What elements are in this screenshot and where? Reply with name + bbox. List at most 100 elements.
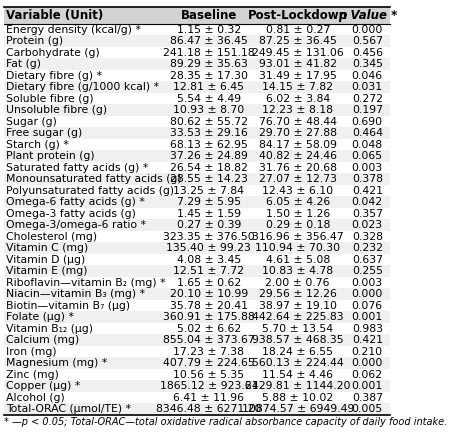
Text: 360.91 ± 175.88: 360.91 ± 175.88 [163, 312, 255, 322]
Text: Polyunsaturated fatty acids (g): Polyunsaturated fatty acids (g) [6, 186, 174, 196]
Text: Biotin—vitamin B₇ (μg): Biotin—vitamin B₇ (μg) [6, 300, 130, 311]
Text: 10.83 ± 4.78: 10.83 ± 4.78 [262, 266, 333, 276]
Text: 28.35 ± 17.30: 28.35 ± 17.30 [170, 71, 248, 80]
Bar [4, 334, 391, 346]
Text: 80.62 ± 55.72: 80.62 ± 55.72 [170, 117, 248, 127]
Text: 29.70 ± 27.88: 29.70 ± 27.88 [259, 128, 337, 138]
Text: 5.88 ± 10.02: 5.88 ± 10.02 [262, 392, 333, 403]
Text: 0.29 ± 0.18: 0.29 ± 0.18 [265, 220, 330, 230]
Text: 13.25 ± 7.84: 13.25 ± 7.84 [173, 186, 244, 196]
Text: 68.13 ± 62.95: 68.13 ± 62.95 [170, 139, 248, 150]
Text: 0.000: 0.000 [352, 289, 383, 299]
Text: Carbohydrate (g): Carbohydrate (g) [6, 48, 100, 58]
Text: Vitamin E (mg): Vitamin E (mg) [6, 266, 87, 276]
Bar [4, 288, 391, 300]
Text: Energy density (kcal/g) *: Energy density (kcal/g) * [6, 25, 141, 35]
Text: 4.08 ± 3.45: 4.08 ± 3.45 [177, 255, 241, 265]
Text: Cholesterol (mg): Cholesterol (mg) [6, 232, 97, 242]
Text: 29.56 ± 12.26: 29.56 ± 12.26 [259, 289, 337, 299]
Text: 93.01 ± 41.82: 93.01 ± 41.82 [259, 59, 337, 69]
Text: 33.53 ± 29.16: 33.53 ± 29.16 [170, 128, 248, 138]
Text: 6.41 ± 11.96: 6.41 ± 11.96 [173, 392, 244, 403]
Text: 0.357: 0.357 [352, 209, 383, 219]
Text: Magnesium (mg) *: Magnesium (mg) * [6, 358, 107, 368]
Text: 6.02 ± 3.84: 6.02 ± 3.84 [265, 94, 330, 104]
Text: 442.64 ± 225.83: 442.64 ± 225.83 [252, 312, 344, 322]
Text: 18.24 ± 6.55: 18.24 ± 6.55 [262, 346, 333, 357]
Text: Copper (μg) *: Copper (μg) * [6, 381, 80, 391]
Text: 0.000: 0.000 [352, 358, 383, 368]
Text: 0.048: 0.048 [352, 139, 383, 150]
Text: Sugar (g): Sugar (g) [6, 117, 57, 127]
Text: Total-ORAC (μmol/TE) *: Total-ORAC (μmol/TE) * [6, 404, 131, 414]
Text: 12.23 ± 8.18: 12.23 ± 8.18 [262, 105, 333, 115]
Text: 0.023: 0.023 [352, 220, 383, 230]
Text: 10874.57 ± 6949.49: 10874.57 ± 6949.49 [242, 404, 354, 414]
Text: Omega-6 fatty acids (g) *: Omega-6 fatty acids (g) * [6, 197, 145, 207]
Bar [4, 392, 391, 403]
Text: Iron (mg): Iron (mg) [6, 346, 56, 357]
Text: 5.02 ± 6.62: 5.02 ± 6.62 [177, 324, 241, 333]
Text: 7.29 ± 5.95: 7.29 ± 5.95 [177, 197, 241, 207]
Text: 2429.81 ± 1144.20: 2429.81 ± 1144.20 [245, 381, 350, 391]
Text: 0.065: 0.065 [352, 151, 383, 161]
Text: 12.81 ± 6.45: 12.81 ± 6.45 [173, 82, 244, 92]
Text: 0.387: 0.387 [352, 392, 383, 403]
Text: 1865.12 ± 923.61: 1865.12 ± 923.61 [160, 381, 258, 391]
Text: * —p < 0.05; Total-ORAC—total oxidative radical absorbance capacity of daily foo: * —p < 0.05; Total-ORAC—total oxidative … [4, 417, 447, 427]
Text: Fat (g): Fat (g) [6, 59, 41, 69]
Text: 0.690: 0.690 [352, 117, 383, 127]
Text: 0.001: 0.001 [352, 381, 383, 391]
Text: 0.003: 0.003 [352, 163, 383, 173]
Text: 10.56 ± 5.35: 10.56 ± 5.35 [173, 370, 245, 380]
Bar [4, 127, 391, 139]
Bar [4, 47, 391, 59]
Text: 0.000: 0.000 [352, 25, 383, 35]
Text: Protein (g): Protein (g) [6, 36, 63, 46]
Text: 0.232: 0.232 [352, 243, 383, 253]
Text: 17.23 ± 7.38: 17.23 ± 7.38 [173, 346, 244, 357]
Bar [4, 403, 391, 415]
Bar [4, 219, 391, 231]
Text: 6.05 ± 4.26: 6.05 ± 4.26 [265, 197, 330, 207]
Bar [4, 70, 391, 81]
Bar [4, 116, 391, 127]
Text: 0.456: 0.456 [352, 48, 383, 58]
Bar [4, 277, 391, 288]
Text: 0.076: 0.076 [352, 300, 383, 311]
Bar [4, 150, 391, 162]
Text: Vitamin D (μg): Vitamin D (μg) [6, 255, 85, 265]
Text: Riboflavin—vitamin B₂ (mg) *: Riboflavin—vitamin B₂ (mg) * [6, 278, 165, 287]
Text: 0.005: 0.005 [352, 404, 383, 414]
Text: 4.61 ± 5.08: 4.61 ± 5.08 [265, 255, 330, 265]
Text: 0.81 ± 0.27: 0.81 ± 0.27 [265, 25, 330, 35]
Text: 0.046: 0.046 [352, 71, 383, 80]
Text: Dietary fibre (g/1000 kcal) *: Dietary fibre (g/1000 kcal) * [6, 82, 159, 92]
Bar [4, 24, 391, 35]
Text: 407.79 ± 224.65: 407.79 ± 224.65 [163, 358, 255, 368]
Text: 89.29 ± 35.63: 89.29 ± 35.63 [170, 59, 248, 69]
Text: 1.65 ± 0.62: 1.65 ± 0.62 [177, 278, 241, 287]
Bar [4, 346, 391, 357]
Text: 0.567: 0.567 [352, 36, 383, 46]
Text: 76.70 ± 48.44: 76.70 ± 48.44 [259, 117, 337, 127]
Bar [4, 7, 391, 24]
Text: 5.70 ± 13.54: 5.70 ± 13.54 [262, 324, 333, 333]
Text: 28.55 ± 14.23: 28.55 ± 14.23 [170, 174, 248, 184]
Bar [4, 59, 391, 70]
Text: 0.197: 0.197 [352, 105, 383, 115]
Bar [4, 300, 391, 312]
Bar [4, 266, 391, 277]
Text: 5.54 ± 4.49: 5.54 ± 4.49 [177, 94, 241, 104]
Text: Baseline: Baseline [181, 9, 237, 22]
Bar [4, 254, 391, 266]
Text: Free sugar (g): Free sugar (g) [6, 128, 82, 138]
Text: Saturated fatty acids (g) *: Saturated fatty acids (g) * [6, 163, 148, 173]
Text: 31.49 ± 17.95: 31.49 ± 17.95 [259, 71, 337, 80]
Text: 855.04 ± 373.67: 855.04 ± 373.67 [163, 335, 255, 345]
Text: 0.345: 0.345 [352, 59, 383, 69]
Bar [4, 93, 391, 105]
Bar [4, 173, 391, 185]
Text: 35.78 ± 20.41: 35.78 ± 20.41 [170, 300, 248, 311]
Text: 0.210: 0.210 [352, 346, 383, 357]
